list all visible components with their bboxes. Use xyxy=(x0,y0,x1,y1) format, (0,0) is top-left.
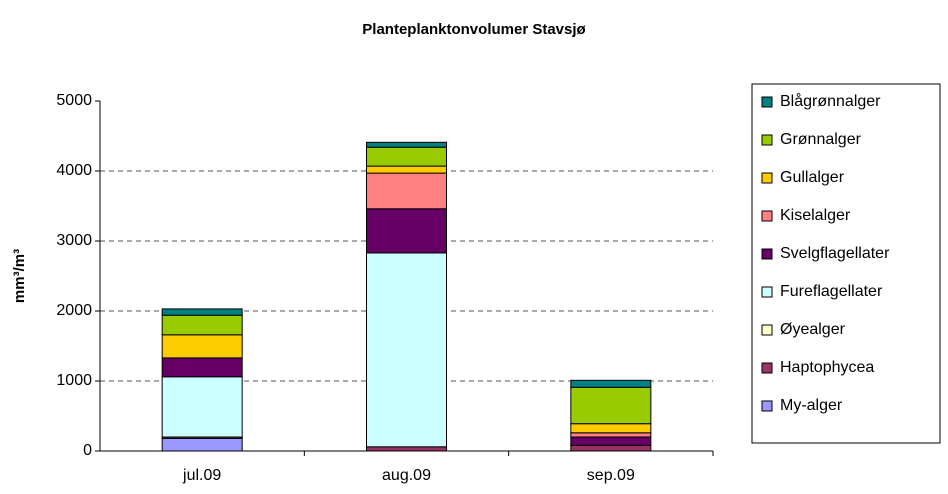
legend-label: Haptophycea xyxy=(780,359,874,376)
bar-segment xyxy=(366,208,447,254)
y-tick-label: 2000 xyxy=(56,302,92,319)
bar-segment xyxy=(570,423,652,434)
y-tick-label: 4000 xyxy=(56,162,92,179)
chart-title: Planteplanktonvolumer Stavsjø xyxy=(362,21,586,38)
bar-segment xyxy=(366,252,447,448)
bar-segment xyxy=(161,314,243,336)
bar-segment xyxy=(161,334,243,359)
legend-label: Øyealger xyxy=(780,321,846,338)
legend-swatch xyxy=(761,172,773,184)
legend-swatch xyxy=(761,96,773,108)
x-tick-label: aug.09 xyxy=(382,467,431,484)
x-tick-label: jul.09 xyxy=(182,467,221,484)
y-tick-label: 3000 xyxy=(56,232,92,249)
y-axis-label: mm³/m³ xyxy=(11,249,28,303)
bar-segment xyxy=(366,172,447,210)
legend-swatch xyxy=(761,210,773,222)
bar-segment xyxy=(570,444,652,452)
legend-label: Fureflagellater xyxy=(780,283,883,300)
bar-segment xyxy=(570,386,652,425)
bar-segment xyxy=(366,141,447,148)
legend-label: Grønnalger xyxy=(780,131,862,148)
legend-swatch xyxy=(761,400,773,412)
legend-swatch xyxy=(761,248,773,260)
bar-segment xyxy=(161,357,243,378)
bar-segment xyxy=(366,146,447,167)
y-tick-label: 1000 xyxy=(56,372,92,389)
bar-segment xyxy=(570,436,652,446)
y-tick-label: 5000 xyxy=(56,92,92,109)
legend-label: Kiselalger xyxy=(780,207,851,224)
legend-label: Gullalger xyxy=(780,169,845,186)
y-tick-label: 0 xyxy=(83,442,92,459)
legend-swatch xyxy=(761,134,773,146)
legend-label: Blågrønnalger xyxy=(780,92,881,110)
x-tick-label: sep.09 xyxy=(587,467,635,484)
legend-label: Svelgflagellater xyxy=(780,245,890,262)
bar-segment xyxy=(570,432,652,438)
bar-segment xyxy=(161,437,243,452)
bar-segment xyxy=(366,446,447,452)
bar-segment xyxy=(161,376,243,438)
bar-segment xyxy=(161,308,243,316)
bar-segment xyxy=(570,379,652,388)
legend-label: My-alger xyxy=(780,397,843,414)
legend-swatch xyxy=(761,324,773,336)
bar-segment xyxy=(366,165,447,174)
legend-swatch xyxy=(761,362,773,374)
legend-swatch xyxy=(761,286,773,298)
legend-box xyxy=(751,83,941,444)
